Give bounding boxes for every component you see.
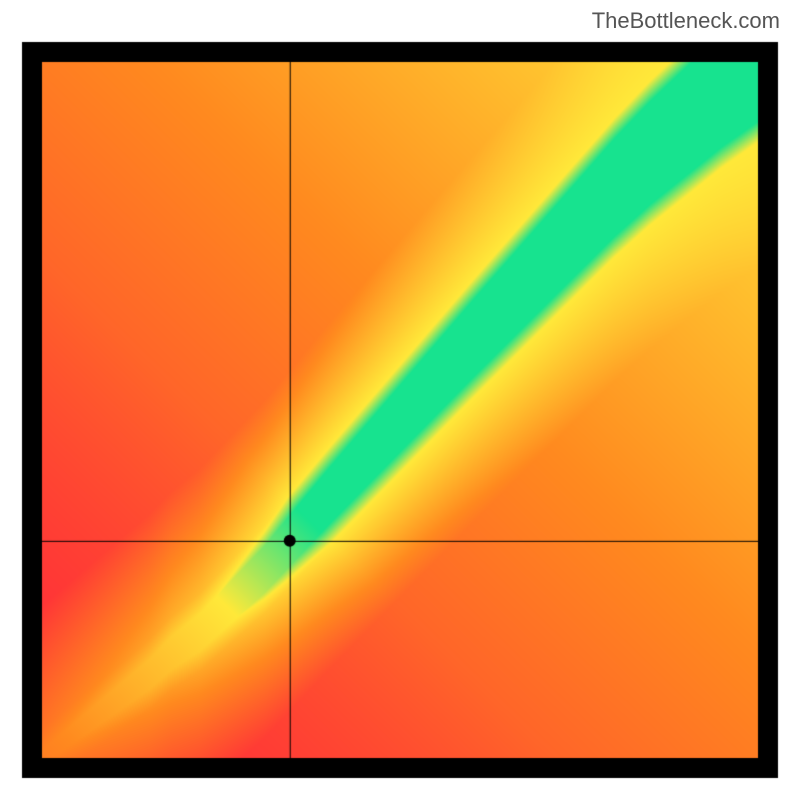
chart-container: TheBottleneck.com <box>0 0 800 800</box>
heatmap-canvas <box>0 0 800 800</box>
watermark-text: TheBottleneck.com <box>592 8 780 34</box>
